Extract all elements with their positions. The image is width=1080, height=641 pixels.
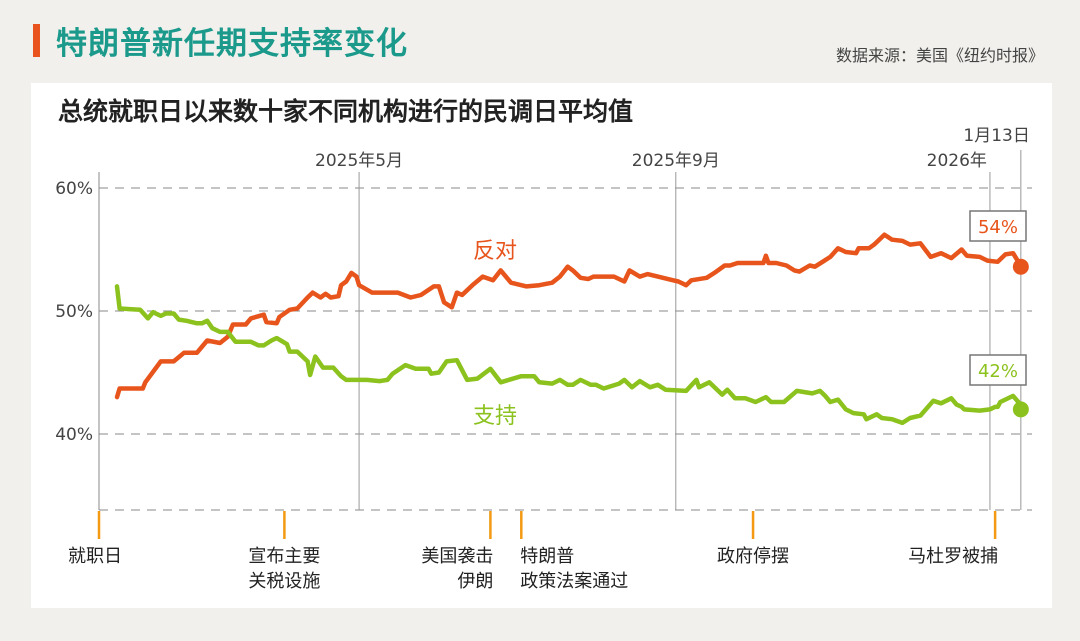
y-tick-label: 40% [55,425,93,445]
series-label: 反对 [473,239,517,264]
y-tick-label: 60% [55,179,93,199]
event-label: 政府停摆 [717,546,789,567]
series-end-dot [1012,401,1029,418]
event-label: 政策法案通过 [520,571,628,592]
event-label: 就职日 [68,546,122,567]
final-value-box [969,354,1027,386]
series-label: 支持 [473,404,517,429]
x-marker-label: 2025年5月 [315,151,403,171]
final-value-label: 42% [978,361,1018,382]
title-accent-bar [33,24,40,57]
data-source: 数据来源：美国《纽约时报》 [835,46,1044,65]
event-label: 关税设施 [248,571,320,592]
event-label: 特朗普 [520,546,574,567]
y-tick-label: 50% [55,302,93,322]
chart-title: 总统就职日以来数十家不同机构进行的民调日平均值 [58,97,634,126]
x-marker-label: 2026年 [927,151,987,171]
series-end-dot [1012,258,1029,275]
event-label: 宣布主要 [248,546,320,567]
event-label: 马杜罗被捕 [908,546,998,567]
series-line-oppose [114,232,1024,400]
x-marker-label: 2025年9月 [632,151,720,171]
page-title: 特朗普新任期支持率变化 [56,26,408,62]
series-line-approve [114,284,1024,426]
event-label: 伊朗 [457,571,493,592]
event-label: 美国袭击 [421,546,493,567]
x-marker-label: 1月13日 [963,126,1029,146]
final-value-label: 54% [978,217,1018,238]
final-value-box [969,210,1027,242]
